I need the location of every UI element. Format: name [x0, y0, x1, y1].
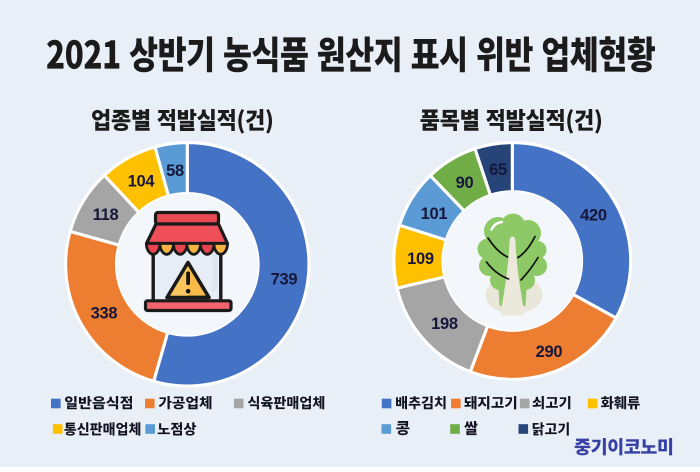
svg-text:90: 90 [456, 174, 474, 192]
svg-text:338: 338 [91, 305, 118, 323]
svg-text:58: 58 [166, 162, 184, 180]
svg-text:739: 739 [271, 271, 298, 289]
svg-text:109: 109 [407, 250, 434, 268]
svg-text:104: 104 [128, 173, 156, 191]
svg-text:290: 290 [536, 343, 563, 361]
svg-text:198: 198 [431, 315, 458, 333]
svg-text:118: 118 [93, 206, 119, 224]
svg-text:420: 420 [580, 207, 607, 225]
svg-text:101: 101 [421, 205, 448, 223]
svg-text:65: 65 [489, 161, 507, 179]
